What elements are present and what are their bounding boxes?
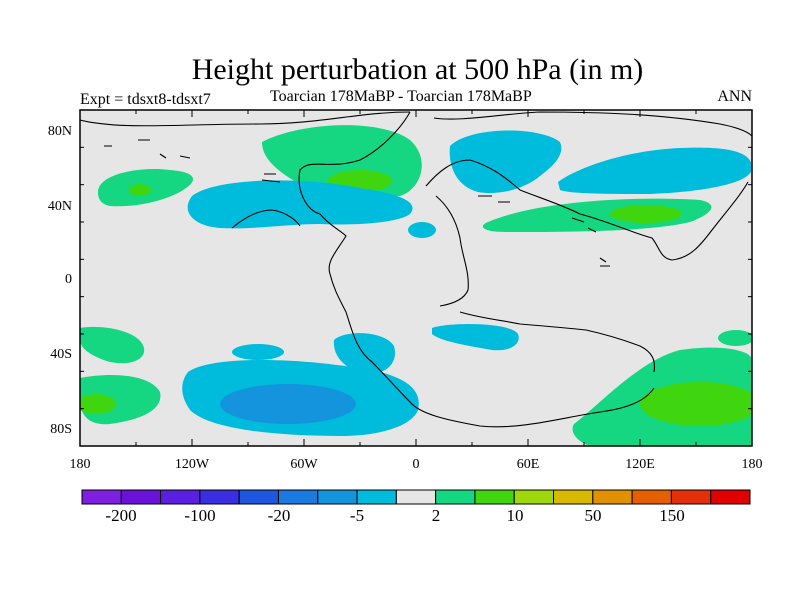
- colorbar-label: 50: [585, 506, 602, 525]
- colorbar-swatch: [277, 489, 319, 505]
- colorbar-swatch: [81, 489, 122, 505]
- colorbar-swatch: [317, 489, 358, 505]
- lon-tick-label: 60W: [290, 457, 318, 472]
- lat-tick-label: 80S: [50, 422, 72, 437]
- lat-tick-label: 80N: [48, 124, 72, 139]
- colorbar-label: -5: [350, 506, 364, 525]
- colorbar-label: 2: [432, 506, 441, 525]
- negative-anomaly-northern-subtropics: [187, 180, 413, 229]
- colorbar-swatch: [238, 489, 279, 505]
- coastline-inner-sea: [435, 195, 469, 307]
- colorbar-label: -20: [268, 506, 291, 525]
- coastline-main: [298, 111, 655, 428]
- experiment-label: Expt = tdsxt8-tdsxt7: [80, 91, 211, 108]
- positive-anomaly-southern-edge: [718, 330, 752, 346]
- lon-tick-label: 180: [70, 457, 91, 472]
- positive-anomaly-southern-core: [640, 382, 752, 426]
- colorbar-swatch: [435, 489, 476, 505]
- colorbar-swatch: [670, 489, 712, 505]
- lat-tick-label: 40N: [48, 199, 72, 214]
- colorbar-swatch: [160, 489, 201, 505]
- colorbar-swatch: [513, 489, 555, 505]
- colorbar-swatch: [710, 489, 751, 505]
- negative-anomaly-southern-high-latitudes: [432, 324, 519, 351]
- axis-ticks: [79, 109, 753, 447]
- chart-title: Height perturbation at 500 hPa (in m): [191, 53, 644, 86]
- season-label: ANN: [717, 88, 752, 105]
- colorbar-label: -200: [105, 506, 136, 525]
- coastline-far-north: [80, 111, 411, 127]
- colorbar-swatch: [395, 489, 437, 505]
- colorbar-swatch: [592, 489, 633, 505]
- positive-anomaly-northern-midlatitude-core: [610, 205, 682, 223]
- negative-anomaly-south-of-equator: [333, 333, 396, 374]
- colorbar-swatch: [120, 489, 162, 505]
- coastline-island-chain: [231, 209, 301, 229]
- positive-anomaly-west-core: [80, 394, 116, 414]
- negative-anomaly-east-asia: [558, 147, 752, 194]
- coastline-northern-landmass: [425, 159, 749, 261]
- colorbar-swatch: [474, 489, 515, 505]
- negative-anomaly-southwest: [232, 344, 284, 360]
- colorbar-swatch: [199, 489, 240, 505]
- coastlines: [80, 111, 752, 428]
- lon-tick-label: 60E: [517, 457, 540, 472]
- coastline-small-islands: [104, 139, 610, 267]
- colorbar-label: -100: [184, 506, 215, 525]
- colorbar-label: 10: [507, 506, 524, 525]
- colorbar-label: 150: [659, 506, 685, 525]
- lon-tick-label: 0: [413, 457, 420, 472]
- lon-tick-label: 180: [742, 457, 763, 472]
- colorbar-swatch: [356, 489, 397, 505]
- positive-anomaly-far-west-core: [129, 184, 151, 196]
- colorbar-swatch: [631, 489, 672, 505]
- period-label: Toarcian 178MaBP - Toarcian 178MaBP: [270, 88, 532, 105]
- lat-tick-label: 0: [65, 272, 72, 287]
- positive-anomaly-west-edge: [80, 326, 145, 364]
- colorbar-swatch: [553, 489, 594, 505]
- coastline-southern-landmass: [459, 311, 656, 373]
- lon-tick-label: 120W: [175, 457, 210, 472]
- coastline-east-arc: [433, 111, 752, 137]
- negative-anomaly-southern-core: [220, 384, 356, 424]
- negative-anomaly-siberia: [449, 130, 562, 194]
- lat-tick-label: 40S: [50, 347, 72, 362]
- colorbar: [81, 489, 751, 505]
- negative-anomaly-equatorial: [408, 222, 436, 238]
- height-anomaly-field: [80, 125, 752, 446]
- lon-tick-label: 120E: [625, 457, 655, 472]
